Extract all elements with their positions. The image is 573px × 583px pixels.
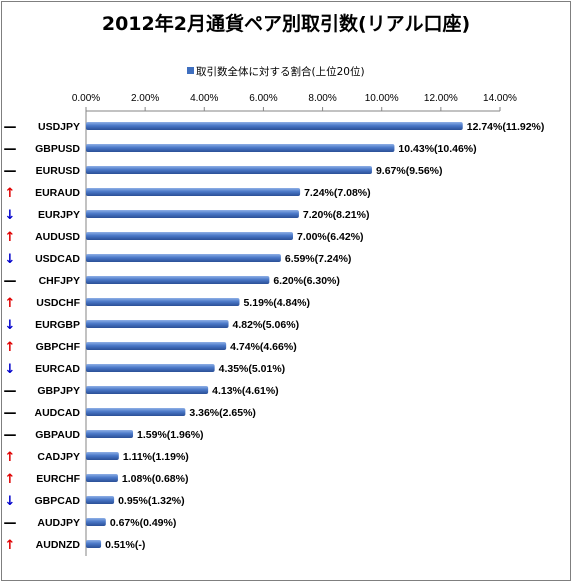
category-label-gbpusd: GBPUSD [35,143,80,155]
category-label-audjpy: AUDJPY [37,517,80,529]
data-label-audusd: 7.00%(6.42%) [297,231,364,243]
bar-eurjpy [86,210,299,218]
x-tick-label: 0.00% [72,93,100,104]
data-label-eurusd: 9.67%(9.56%) [376,165,443,177]
bar-audjpy [86,518,106,526]
bar-eurusd [86,166,372,174]
trend-marker-audusd: ↑ [5,230,16,245]
data-label-gbpcad: 0.95%(1.32%) [118,495,185,507]
data-label-gbpjpy: 4.13%(4.61%) [212,385,279,397]
bar-eurchf [86,474,118,482]
bar-gbpaud [86,430,134,438]
bar-audnzd [86,540,102,548]
category-label-cadjpy: CADJPY [37,451,80,463]
category-label-gbpchf: GBPCHF [36,341,81,353]
category-label-euraud: EURAUD [35,187,80,199]
trend-marker-usdcad: ↓ [5,252,16,267]
data-label-euraud: 7.24%(7.08%) [304,187,371,199]
x-tick-label: 10.00% [365,93,399,104]
bar-gbpcad [86,496,115,504]
data-label-eurchf: 1.08%(0.68%) [122,473,189,485]
x-tick-label: 14.00% [483,93,517,104]
trend-marker-usdjpy: — [4,120,17,135]
bar-gbpusd [86,144,395,152]
bar-gbpchf [86,342,227,350]
data-label-eurgbp: 4.82%(5.06%) [233,319,300,331]
data-label-audcad: 3.36%(2.65%) [189,407,256,419]
trend-marker-gbpchf: ↑ [5,340,16,355]
trend-marker-gbpjpy: — [4,384,17,399]
trend-marker-audcad: — [4,406,17,421]
bar-usdjpy [86,122,463,130]
data-label-gbpusd: 10.43%(10.46%) [398,143,476,155]
x-tick-label: 12.00% [424,93,458,104]
category-label-audnzd: AUDNZD [36,539,81,551]
trend-marker-eurchf: ↑ [5,472,16,487]
category-label-chfjpy: CHFJPY [39,275,80,287]
legend-label: 取引数全体に対する割合(上位20位) [196,65,365,78]
x-tick-label: 2.00% [131,93,159,104]
category-label-eurjpy: EURJPY [38,209,80,221]
data-label-gbpchf: 4.74%(4.66%) [230,341,297,353]
category-label-gbpjpy: GBPJPY [37,385,80,397]
trend-marker-chfjpy: — [4,274,17,289]
data-label-usdjpy: 12.74%(11.92%) [467,121,545,133]
x-tick-label: 6.00% [249,93,277,104]
trend-marker-cadjpy: ↑ [5,450,16,465]
bar-usdcad [86,254,281,262]
category-labels: USDJPY — GBPUSD — EURUSD — EURAUD ↑ EURJPY ↓ AUDUS… [4,120,81,553]
category-label-usdcad: USDCAD [35,253,80,265]
category-label-audcad: AUDCAD [35,407,81,419]
legend: 取引数全体に対する割合(上位20位) [187,65,365,78]
bar-eurgbp [86,320,229,328]
category-label-usdjpy: USDJPY [38,121,80,133]
chart-title: 2012年2月通貨ペア別取引数(リアル口座) [102,12,470,35]
category-label-eurusd: EURUSD [36,165,81,177]
trend-marker-audnzd: ↑ [5,538,16,553]
category-label-eurgbp: EURGBP [35,319,80,331]
trend-marker-gbpusd: — [4,142,17,157]
bar-audcad [86,408,186,416]
bar-euraud [86,188,301,196]
bar-audusd [86,232,293,240]
bar-series [86,122,463,548]
bar-gbpjpy [86,386,209,394]
category-label-audusd: AUDUSD [35,231,80,243]
trend-marker-audjpy: — [4,516,17,531]
trend-marker-euraud: ↑ [5,186,16,201]
bar-chfjpy [86,276,270,284]
x-axis: 0.00% 2.00% 4.00% 6.00% 8.00% 10.00% 12.00% 14.… [72,93,517,556]
x-tick-label: 8.00% [308,93,336,104]
trend-marker-eurcad: ↓ [5,362,16,377]
trend-marker-gbpcad: ↓ [5,494,16,509]
data-label-usdcad: 6.59%(7.24%) [285,253,352,265]
bar-usdchf [86,298,240,306]
trend-marker-eurjpy: ↓ [5,208,16,223]
trend-marker-eurusd: — [4,164,17,179]
legend-swatch [187,67,194,74]
data-label-usdchf: 5.19%(4.84%) [243,297,310,309]
category-label-eurchf: EURCHF [36,473,80,485]
bar-eurcad [86,364,215,372]
data-label-eurcad: 4.35%(5.01%) [219,363,286,375]
data-label-audjpy: 0.67%(0.49%) [110,517,177,529]
category-label-eurcad: EURCAD [35,363,80,375]
trend-marker-usdchf: ↑ [5,296,16,311]
data-label-gbpaud: 1.59%(1.96%) [137,429,204,441]
category-label-usdchf: USDCHF [36,297,80,309]
data-label-eurjpy: 7.20%(8.21%) [303,209,370,221]
data-label-cadjpy: 1.11%(1.19%) [123,451,189,463]
category-label-gbpaud: GBPAUD [35,429,80,441]
bar-cadjpy [86,452,119,460]
data-label-audnzd: 0.51%(-) [105,539,145,551]
category-label-gbpcad: GBPCAD [34,495,80,507]
data-labels: 12.74%(11.92%) 10.43%(10.46%) 9.67%(9.56%)… [105,121,544,551]
data-label-chfjpy: 6.20%(6.30%) [273,275,340,287]
trend-marker-gbpaud: — [4,428,17,443]
trend-marker-eurgbp: ↓ [5,318,16,333]
x-tick-label: 4.00% [190,93,218,104]
